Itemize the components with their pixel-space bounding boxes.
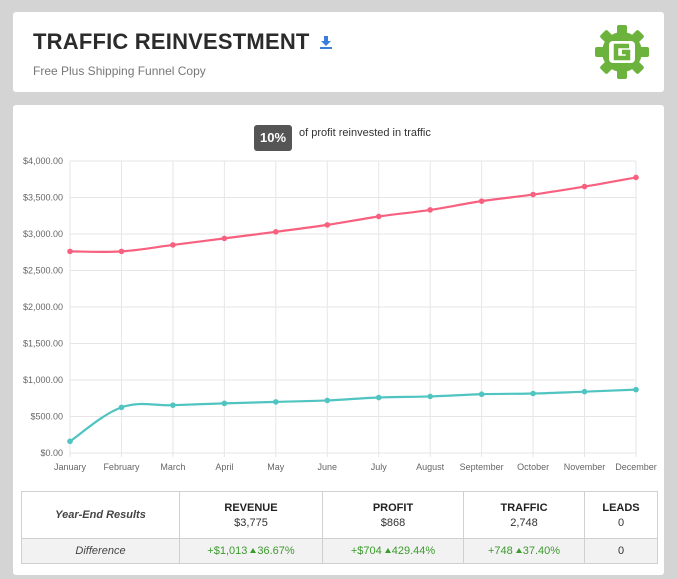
up-triangle-icon [250,548,257,553]
row-label-year-end: Year-End Results [21,491,180,539]
x-tick-label: September [460,462,504,472]
data-point[interactable] [530,390,536,397]
data-point[interactable] [375,213,382,220]
reinvest-percent-label: of profit reinvested in traffic [299,127,431,139]
profit-diff-cell: +$704 429.44% [322,538,464,564]
data-point[interactable] [530,191,536,198]
y-tick-label: $3,500.00 [23,193,63,203]
y-tick-label: $2,500.00 [23,266,63,276]
data-point[interactable] [324,222,331,228]
data-point[interactable] [273,399,279,405]
data-point[interactable] [221,400,228,407]
data-point[interactable] [118,404,125,411]
data-point[interactable] [170,242,176,248]
y-tick-label: $0.00 [40,448,63,458]
page-title: TRAFFIC REINVESTMENT [33,29,310,54]
x-tick-label: January [54,462,87,472]
profit-cell: PROFIT $868 [322,491,464,539]
data-point[interactable] [375,394,382,401]
header-card: TRAFFIC REINVESTMENT Free Plus Shipping … [13,12,664,92]
line-chart: $4,000.00 $3,500.00 $3,000.00 $2,500.00 $2,0… [23,156,657,472]
x-tick-label: February [103,462,140,472]
row-label-difference: Difference [21,538,180,564]
x-tick-label: April [215,462,233,472]
y-tick-label: $1,000.00 [23,375,63,385]
data-point[interactable] [221,235,228,242]
leads-diff-cell: 0 [584,538,658,564]
download-icon[interactable] [319,35,333,49]
data-point[interactable] [170,402,176,408]
data-point[interactable] [118,248,125,255]
series-line-1 [69,388,637,443]
reinvest-percent-badge[interactable]: 10% [254,125,292,151]
y-tick-label: $4,000.00 [23,156,63,166]
x-tick-label: October [517,462,549,472]
data-point[interactable] [273,229,279,235]
data-point[interactable] [427,393,433,400]
data-point[interactable] [581,183,588,190]
data-point[interactable] [67,248,73,255]
leads-cell: LEADS 0 [584,491,658,539]
traffic-diff-cell: +748 37.40% [463,538,585,564]
traffic-cell: TRAFFIC 2,748 [463,491,585,539]
series-line-0 [69,176,637,253]
data-point[interactable] [633,174,639,181]
chart-card: 10% of profit reinvested in traffic $4,0… [13,105,664,575]
x-tick-label: June [318,462,338,472]
x-tick-label: May [267,462,285,472]
data-point[interactable] [478,391,485,398]
data-point[interactable] [427,207,433,213]
x-tick-label: December [615,462,657,472]
y-tick-label: $3,000.00 [23,229,63,239]
page-subtitle: Free Plus Shipping Funnel Copy [33,64,206,78]
data-point[interactable] [581,388,588,395]
gear-g-logo-icon [595,25,649,79]
revenue-diff-cell: +$1,013 36.67% [179,538,323,564]
up-triangle-icon [515,548,522,553]
results-table: Year-End Results REVENUE $3,775 PROFIT $86… [21,491,658,564]
x-tick-label: July [371,462,388,472]
data-point[interactable] [478,198,485,204]
x-tick-label: August [416,462,445,472]
data-point[interactable] [67,438,73,445]
y-tick-label: $500.00 [30,412,63,422]
x-tick-label: November [564,462,606,472]
data-point[interactable] [633,386,639,393]
up-triangle-icon [384,548,391,553]
data-point[interactable] [324,397,331,404]
x-tick-label: March [160,462,185,472]
revenue-cell: REVENUE $3,775 [179,491,323,539]
y-tick-label: $1,500.00 [23,339,63,349]
y-tick-label: $2,000.00 [23,302,63,312]
